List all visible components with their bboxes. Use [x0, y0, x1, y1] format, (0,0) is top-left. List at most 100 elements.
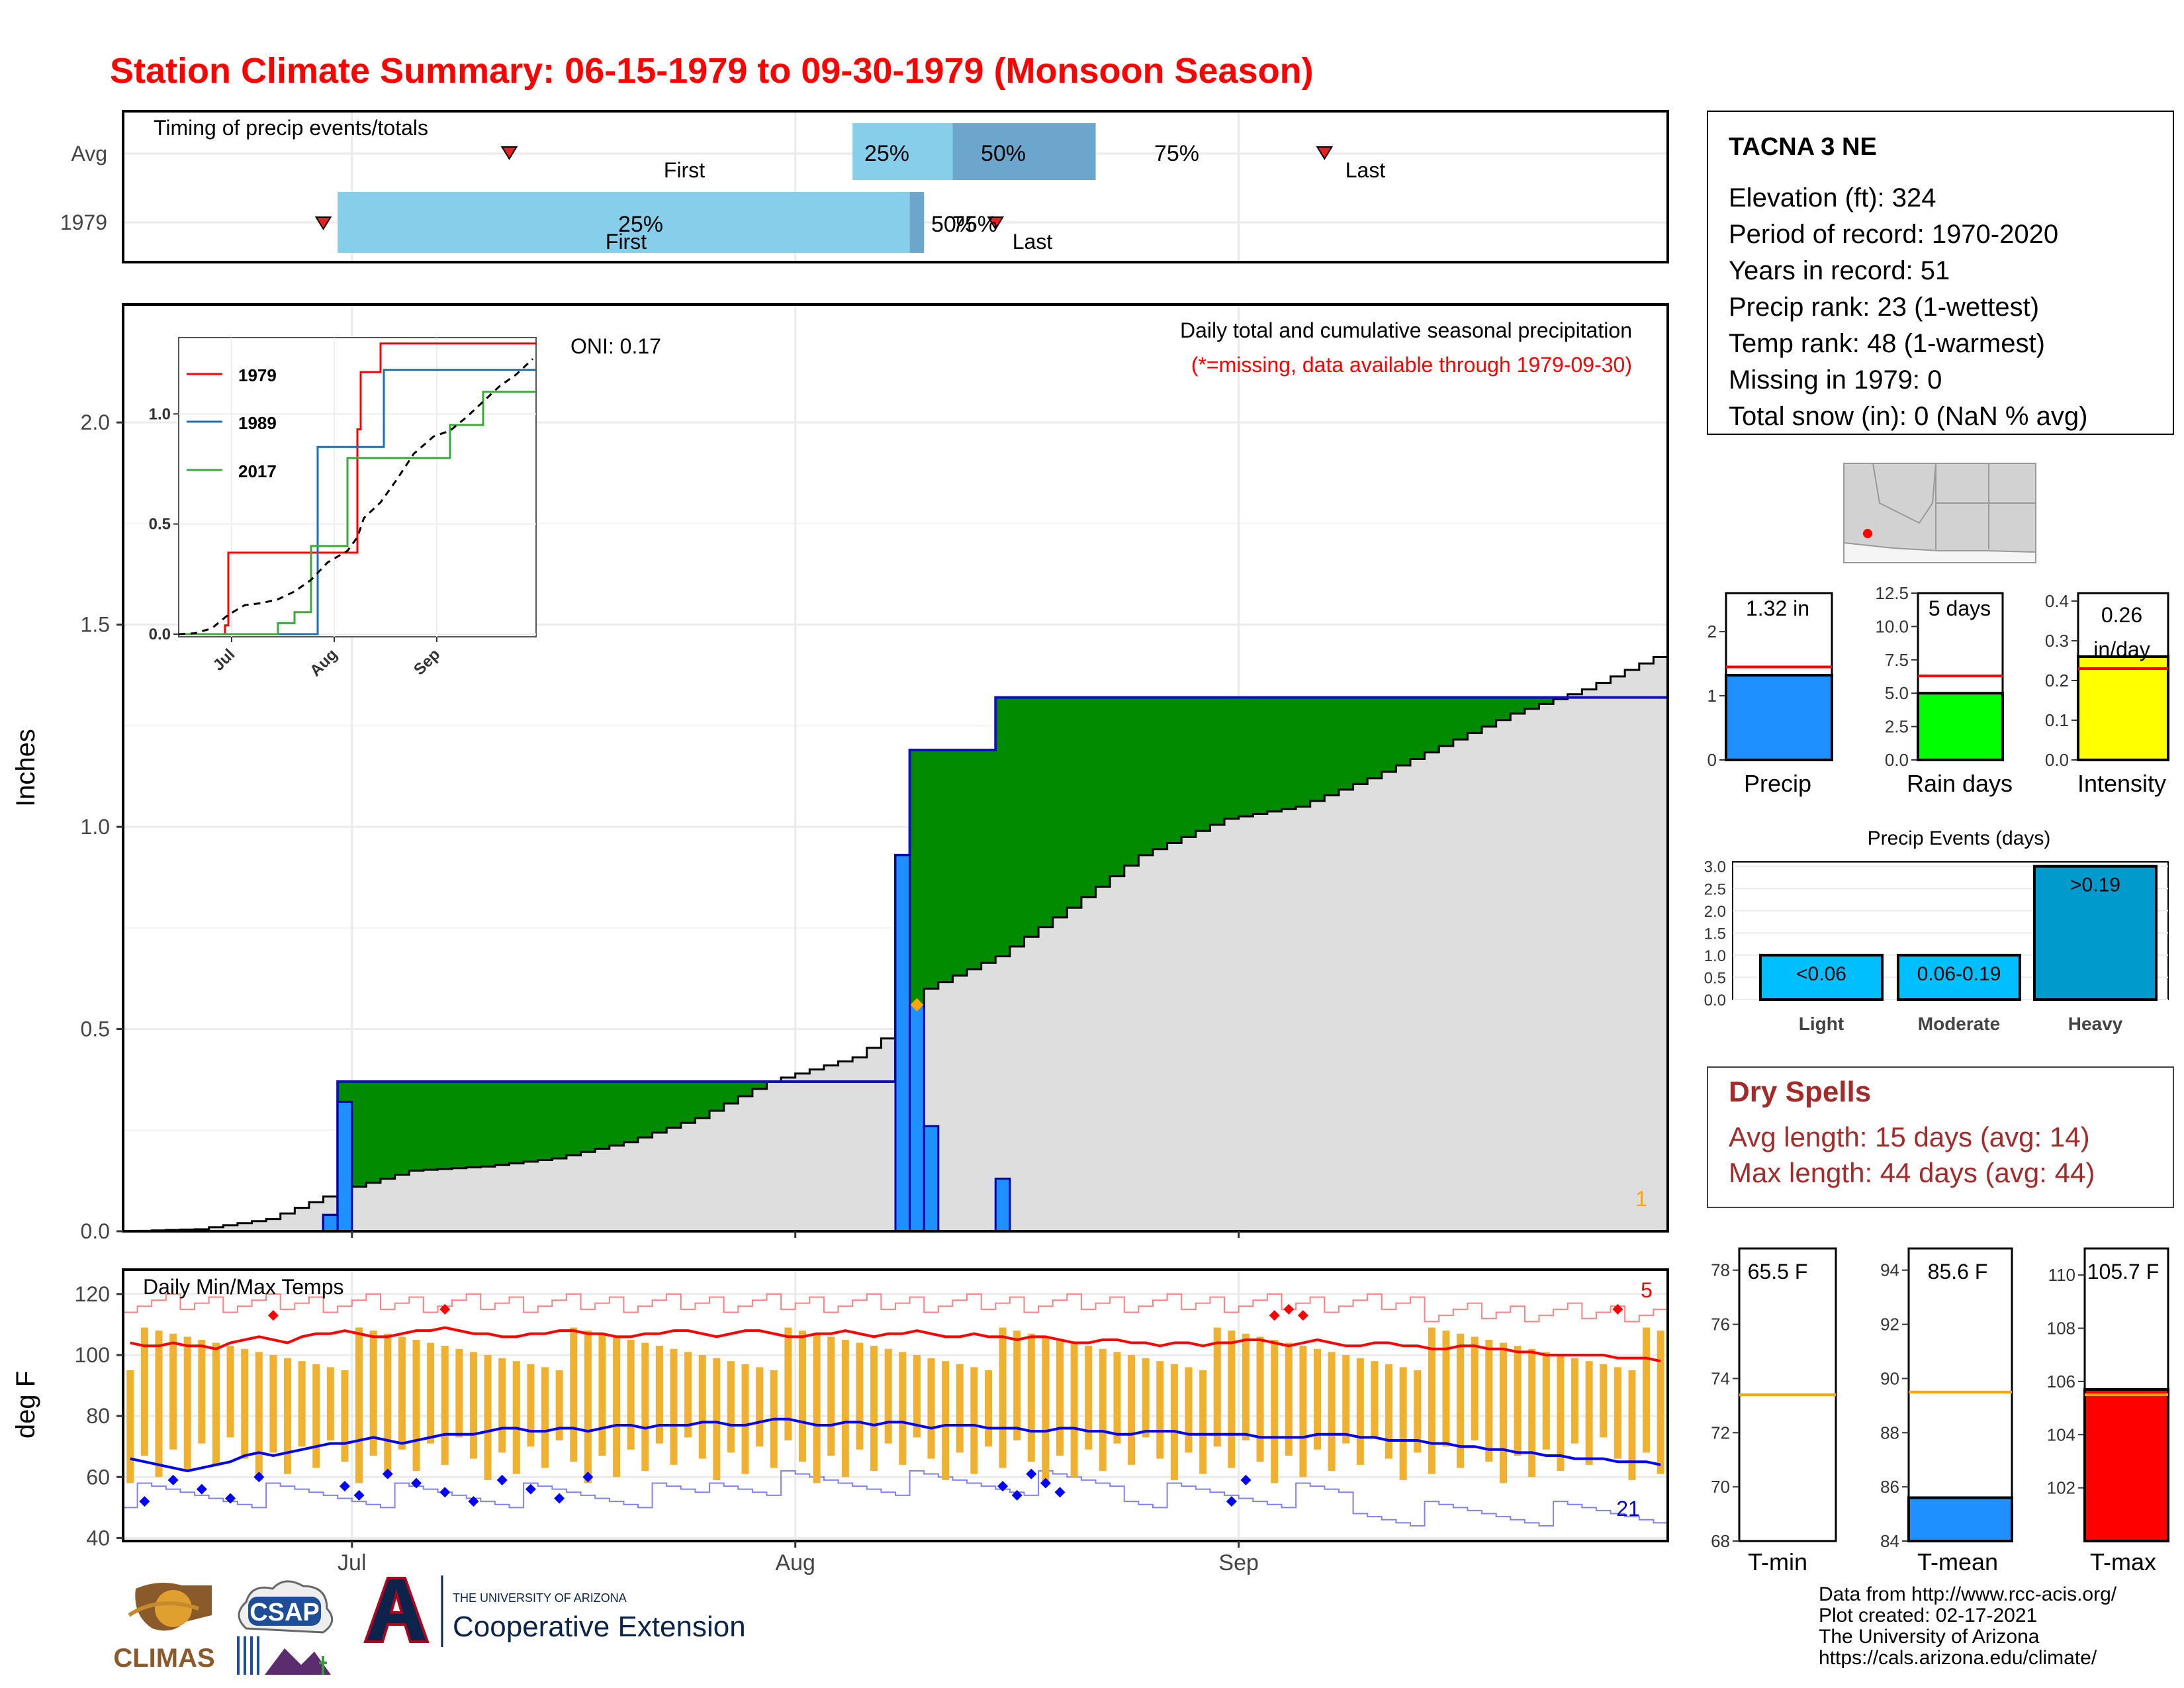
tmax-value: 105.7 F: [2087, 1260, 2160, 1284]
events-bar-moderate: [1897, 953, 2021, 1001]
tmean-tick-label: 90: [1880, 1368, 1899, 1388]
location-map: [1843, 463, 2036, 563]
timing-bar-q25-q50-0: [852, 123, 953, 180]
surplus-area: [494, 1081, 510, 1165]
dry-spells-title: Dry Spells: [1729, 1076, 1871, 1108]
temp-y-tick-label: 80: [86, 1404, 110, 1428]
timing-marker-last-1: [987, 216, 1005, 230]
surplus-area: [366, 1081, 381, 1183]
tmin-tick-label: 70: [1711, 1477, 1730, 1497]
tmax-xlabel: T-max: [2090, 1548, 2156, 1575]
credit-line-2: Plot created: 02-17-2021: [1819, 1605, 2037, 1626]
miniIntensity-tick-label: 0.4: [2045, 591, 2069, 611]
surplus-area: [1367, 697, 1383, 778]
events-category-heavy: Heavy: [2068, 1013, 2123, 1034]
record-low-marker: [1040, 1477, 1051, 1489]
surplus-area: [1024, 697, 1039, 937]
surplus-area: [609, 1081, 624, 1146]
daily-precip-bar-4: [923, 1125, 940, 1233]
record-low-marker: [468, 1496, 479, 1507]
surplus-area: [466, 1081, 481, 1168]
daily-precip-bar-0: [322, 1214, 339, 1233]
record-low-marker: [1011, 1489, 1023, 1501]
precip-y-tick-label: 0.0: [81, 1219, 110, 1243]
daily-precip-bar-1: [336, 1101, 353, 1233]
avg-q25-label: 25%: [864, 141, 909, 166]
events-title: Precip Events (days): [1868, 827, 2051, 849]
ua-logo-small-text: THE UNIVERSITY OF ARIZONA: [453, 1591, 627, 1605]
surplus-area: [1110, 697, 1125, 876]
miniIntensity-tick-label: 0.2: [2045, 671, 2069, 690]
surplus-area: [480, 1081, 496, 1167]
record-low-marker: [1240, 1474, 1251, 1485]
temp-y-tick-label: 40: [86, 1526, 110, 1550]
station-info-box: TACNA 3 NE Elevation (ft): 324 Period of…: [1707, 111, 2174, 435]
tmax-tick-label: 102: [2047, 1478, 2075, 1498]
inset-average-line: [178, 358, 534, 635]
record-high-marker: [1297, 1310, 1308, 1321]
surplus-area: [752, 1081, 767, 1089]
station-location-dot: [1863, 529, 1872, 538]
events-tick-label: 3.0: [1704, 859, 1726, 876]
surplus-area: [1167, 697, 1182, 843]
surplus-area: [409, 1081, 424, 1171]
surplus-area: [695, 1081, 710, 1118]
events-category-moderate: Moderate: [1918, 1013, 2000, 1034]
temp-x-tick-label: Jul: [338, 1550, 366, 1575]
miniPrecip-tick-label: 1: [1707, 686, 1717, 706]
surplus-area: [1195, 697, 1210, 831]
temp-x-tick-label: Aug: [775, 1550, 815, 1575]
surplus-area: [738, 1081, 753, 1096]
miniIntensity-tick-label: 0.0: [2045, 750, 2069, 770]
surplus-area: [1253, 697, 1268, 814]
tmin-xlabel: T-min: [1748, 1548, 1807, 1575]
tmin-tick-label: 78: [1711, 1260, 1730, 1280]
record-high-marker: [1283, 1303, 1295, 1315]
events-tick-label: 2.0: [1704, 903, 1726, 921]
surplus-area: [1009, 697, 1024, 947]
inset-y-tick-label: 1.0: [149, 405, 171, 423]
station-line-4: Precip rank: 23 (1-wettest): [1729, 293, 2039, 322]
precip-y-label: Inches: [11, 729, 40, 807]
surplus-area: [652, 1081, 667, 1133]
yr-last-label: Last: [1013, 230, 1053, 254]
miniIntensity-tick-label: 0.1: [2045, 710, 2069, 730]
precip-panel: 0.0 0.5 1.0 1.5 2.0 Inches ONI: 0.17 Daily t…: [11, 303, 1669, 1243]
daily-precip-bar-2: [894, 854, 911, 1233]
temp-panel: 40 60 80 100 120 Jul Aug Sep Daily Min/Max Temp…: [11, 1268, 1669, 1575]
record-low-marker: [196, 1483, 207, 1495]
record-low-marker: [439, 1487, 451, 1498]
mini-precip-xlabel: Precip: [1744, 770, 1811, 797]
credit-line-4: https://cals.arizona.edu/climate/: [1819, 1647, 2097, 1669]
surplus-area: [566, 1081, 582, 1156]
station-name: TACNA 3 NE: [1729, 133, 1877, 161]
temp-y-tick-label: 100: [75, 1343, 110, 1367]
daily-precip-bar-3: [909, 1004, 925, 1233]
tmax-tick-label: 108: [2047, 1319, 2075, 1338]
csap-logo-text: CSAP: [250, 1599, 320, 1626]
tmean-tick-label: 88: [1880, 1423, 1899, 1442]
surplus-area: [452, 1081, 467, 1168]
record-low-marker: [225, 1493, 236, 1504]
surplus-area: [1353, 697, 1368, 784]
timing-marker-first-1: [314, 216, 332, 230]
miniPrecip-bar: [1725, 674, 1833, 761]
precip-y-tick-label: 2.0: [81, 410, 110, 434]
timing-bar-q50-q75-0: [952, 123, 1096, 180]
mini-intensity-value-1: 0.26: [2101, 603, 2142, 627]
surplus-area: [938, 750, 953, 982]
surplus-area: [1310, 697, 1325, 801]
surplus-area: [995, 697, 1011, 957]
precip-y-tick-label: 1.0: [81, 815, 110, 839]
record-low-marker: [353, 1489, 365, 1501]
precip-y-tick-label: 0.5: [81, 1017, 110, 1041]
surplus-area: [1539, 697, 1554, 704]
timing-bar-q25-q50-1: [338, 192, 910, 253]
surplus-area: [1281, 697, 1297, 810]
miniIntensity-bar: [2077, 655, 2169, 761]
surplus-area: [1095, 697, 1111, 887]
timing-panel: Timing of precip events/totals Avg 1979 …: [60, 110, 1669, 263]
tmin-tick-label: 76: [1711, 1315, 1730, 1335]
